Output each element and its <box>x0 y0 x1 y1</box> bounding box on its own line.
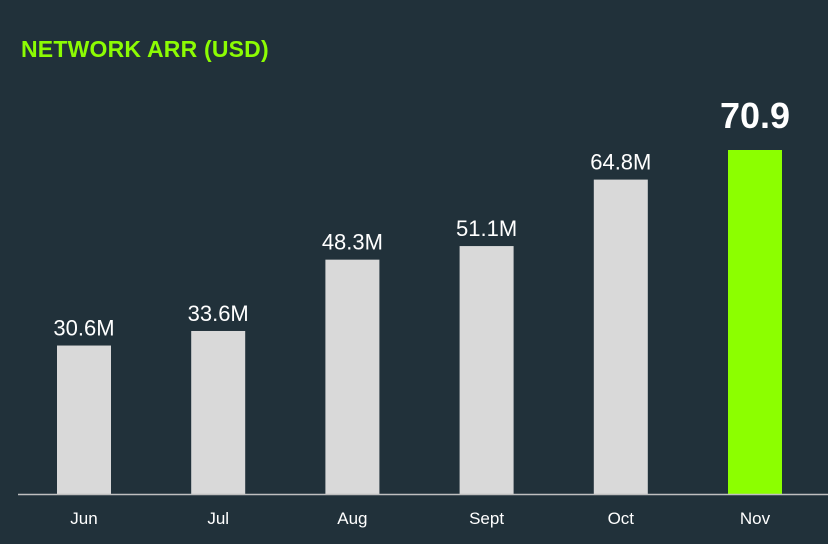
bar-jul <box>191 330 246 494</box>
x-tick-label: Oct <box>608 509 635 528</box>
bar-aug <box>325 259 380 494</box>
x-tick-label: Aug <box>337 509 367 528</box>
x-tick-label: Jun <box>70 509 97 528</box>
data-label: 70.9 <box>720 95 790 136</box>
bar-oct <box>593 179 648 494</box>
x-tick-label: Nov <box>740 509 771 528</box>
data-label: 30.6M <box>53 316 114 341</box>
bar-nov <box>728 150 782 494</box>
x-tick-label: Jul <box>207 509 229 528</box>
data-label: 33.6M <box>188 301 249 326</box>
data-label: 51.1M <box>456 216 517 241</box>
x-tick-label: Sept <box>469 509 504 528</box>
data-label: 48.3M <box>322 230 383 255</box>
bar-sept <box>459 246 514 494</box>
data-label: 64.8M <box>590 150 651 175</box>
bar-jun <box>57 345 111 494</box>
chart-title: NETWORK ARR (USD) <box>21 36 269 62</box>
